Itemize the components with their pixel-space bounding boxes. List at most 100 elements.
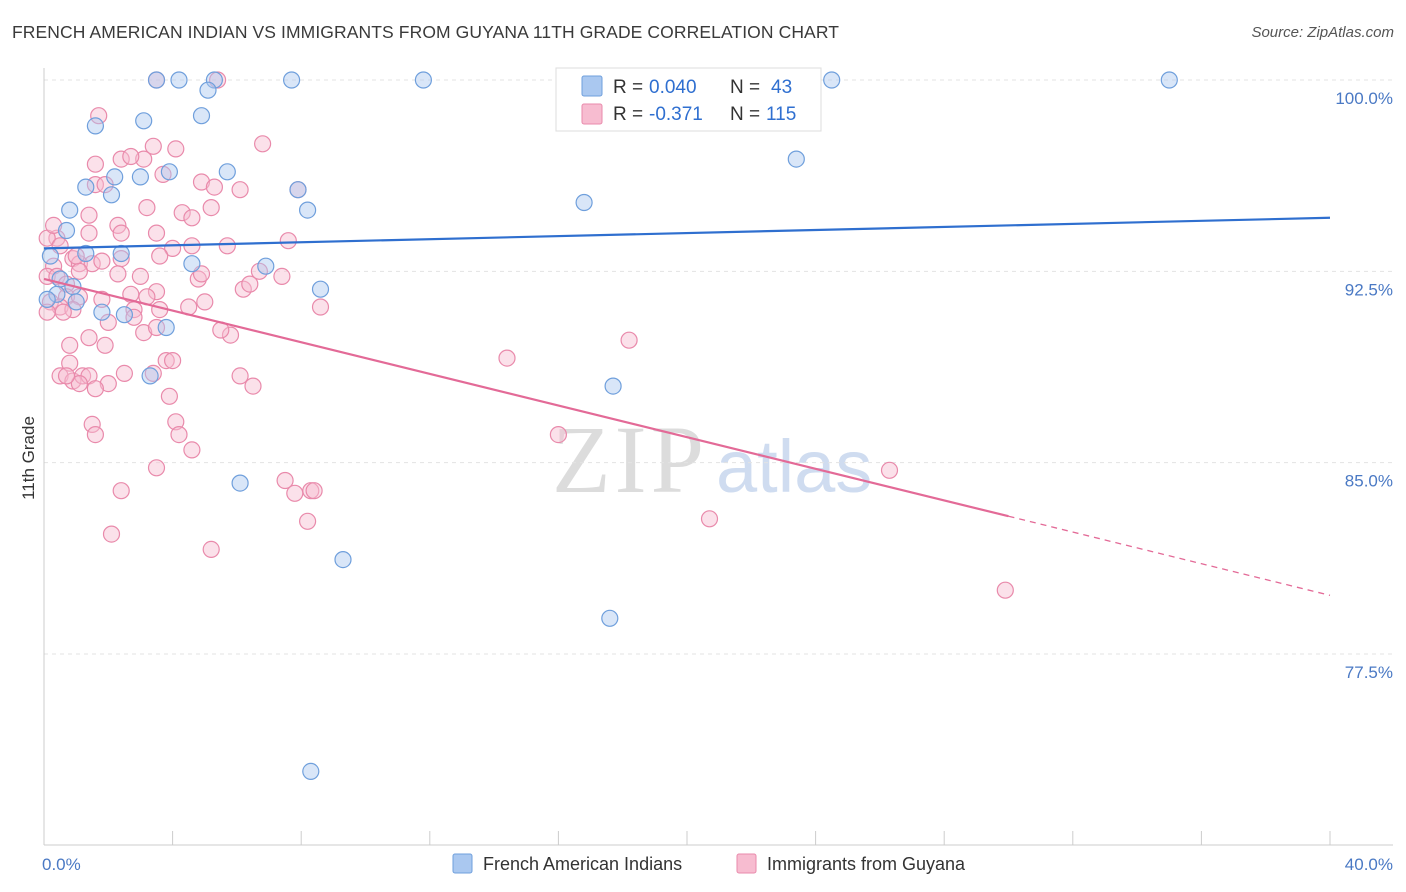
data-point-immigrants-from-guyana bbox=[183, 441, 201, 459]
data-point-immigrants-from-guyana bbox=[218, 237, 236, 255]
data-point-immigrants-from-guyana bbox=[131, 267, 149, 285]
data-point-immigrants-from-guyana bbox=[196, 293, 214, 311]
data-point-immigrants-from-guyana bbox=[221, 326, 240, 344]
data-point-immigrants-from-guyana bbox=[147, 318, 166, 337]
data-point-french-american-indians bbox=[141, 367, 159, 385]
trendline-pink-extension bbox=[1008, 515, 1331, 596]
series-french-american-indians bbox=[38, 71, 1178, 781]
gridlines bbox=[44, 79, 1393, 655]
data-point-immigrants-from-guyana bbox=[86, 380, 105, 398]
data-point-immigrants-from-guyana bbox=[102, 525, 121, 543]
data-point-french-american-indians bbox=[283, 71, 301, 89]
data-point-immigrants-from-guyana bbox=[70, 375, 89, 393]
data-point-immigrants-from-guyana bbox=[96, 336, 114, 354]
bottom-legend-label-pink: Immigrants from Guyana bbox=[767, 854, 966, 874]
data-point-french-american-indians bbox=[334, 550, 352, 569]
legend-n-value-pink: 115 bbox=[766, 104, 796, 125]
data-point-immigrants-from-guyana bbox=[122, 147, 140, 166]
data-point-immigrants-from-guyana bbox=[147, 224, 166, 242]
y-tick-labels: 77.5% 85.0% 92.5% 100.0% bbox=[1335, 89, 1393, 682]
y-tick-label: 100.0% bbox=[1335, 89, 1393, 108]
data-point-french-american-indians bbox=[86, 117, 105, 135]
data-point-french-american-indians bbox=[787, 150, 805, 168]
data-point-immigrants-from-guyana bbox=[83, 255, 101, 273]
trendline-pink bbox=[43, 277, 1009, 518]
data-point-french-american-indians bbox=[1160, 71, 1178, 89]
data-point-immigrants-from-guyana bbox=[112, 150, 130, 168]
data-point-french-american-indians bbox=[414, 71, 432, 89]
data-point-french-american-indians bbox=[77, 178, 95, 196]
data-point-french-american-indians bbox=[48, 285, 66, 303]
data-point-immigrants-from-guyana bbox=[112, 224, 130, 242]
data-point-immigrants-from-guyana bbox=[164, 352, 182, 370]
watermark: ZIP atlas bbox=[552, 406, 872, 513]
data-point-immigrants-from-guyana bbox=[192, 173, 211, 191]
y-tick-label: 85.0% bbox=[1345, 472, 1393, 491]
data-point-immigrants-from-guyana bbox=[157, 352, 175, 370]
data-point-french-american-indians bbox=[299, 201, 317, 219]
data-point-immigrants-from-guyana bbox=[700, 510, 719, 528]
legend-r-label-pink: R = bbox=[613, 104, 643, 125]
data-point-immigrants-from-guyana bbox=[620, 331, 638, 349]
data-point-french-american-indians bbox=[77, 244, 95, 263]
data-point-french-american-indians bbox=[57, 221, 76, 240]
bottom-legend-swatch-blue bbox=[452, 853, 473, 874]
data-point-french-american-indians bbox=[131, 168, 149, 186]
data-point-french-american-indians bbox=[170, 71, 188, 89]
data-point-immigrants-from-guyana bbox=[151, 247, 169, 265]
legend-n-label-blue: N = bbox=[730, 77, 760, 98]
data-point-immigrants-from-guyana bbox=[189, 270, 207, 288]
data-point-immigrants-from-guyana bbox=[305, 482, 323, 500]
data-point-immigrants-from-guyana bbox=[202, 540, 220, 559]
data-point-french-american-indians bbox=[302, 762, 320, 781]
data-point-immigrants-from-guyana bbox=[147, 459, 166, 477]
data-point-immigrants-from-guyana bbox=[167, 413, 185, 431]
data-point-french-american-indians bbox=[192, 107, 211, 125]
data-point-immigrants-from-guyana bbox=[115, 364, 134, 382]
data-point-french-american-indians bbox=[160, 163, 178, 181]
bottom-legend-swatch-pink bbox=[736, 853, 757, 874]
data-point-immigrants-from-guyana bbox=[80, 329, 98, 347]
data-point-immigrants-from-guyana bbox=[99, 375, 117, 393]
data-point-french-american-indians bbox=[157, 318, 175, 337]
data-point-french-american-indians bbox=[38, 290, 56, 308]
legend-swatch-blue bbox=[581, 75, 603, 97]
x-axis-ticks bbox=[43, 831, 1331, 845]
data-point-immigrants-from-guyana bbox=[61, 336, 79, 354]
data-point-french-american-indians bbox=[601, 609, 619, 627]
data-point-immigrants-from-guyana bbox=[44, 216, 63, 234]
data-point-french-american-indians bbox=[102, 186, 121, 204]
data-point-french-american-indians bbox=[823, 71, 841, 89]
data-point-immigrants-from-guyana bbox=[138, 199, 156, 217]
data-point-french-american-indians bbox=[183, 255, 201, 273]
data-point-french-american-indians bbox=[218, 163, 236, 181]
data-point-immigrants-from-guyana bbox=[996, 581, 1014, 599]
x-tick-label-end: 40.0% bbox=[1345, 855, 1393, 874]
chart-title: FRENCH AMERICAN INDIAN VS IMMIGRANTS FRO… bbox=[12, 22, 840, 42]
data-point-immigrants-from-guyana bbox=[160, 387, 178, 405]
data-point-immigrants-from-guyana bbox=[51, 298, 69, 316]
data-point-immigrants-from-guyana bbox=[86, 155, 105, 173]
data-point-french-american-indians bbox=[289, 181, 307, 199]
bottom-legend-label-blue: French American Indians bbox=[483, 854, 682, 874]
data-point-immigrants-from-guyana bbox=[498, 349, 516, 367]
y-axis-label: 11th Grade bbox=[19, 416, 38, 500]
data-point-immigrants-from-guyana bbox=[70, 262, 89, 280]
data-point-immigrants-from-guyana bbox=[135, 324, 153, 342]
data-point-french-american-indians bbox=[112, 244, 130, 263]
data-point-immigrants-from-guyana bbox=[276, 471, 294, 490]
data-point-immigrants-from-guyana bbox=[549, 426, 568, 444]
data-point-immigrants-from-guyana bbox=[183, 209, 201, 227]
data-point-french-american-indians bbox=[199, 81, 217, 99]
data-point-french-american-indians bbox=[93, 303, 111, 321]
data-point-immigrants-from-guyana bbox=[244, 377, 262, 395]
data-point-immigrants-from-guyana bbox=[80, 206, 98, 224]
data-point-immigrants-from-guyana bbox=[109, 265, 127, 283]
series-legend: French American Indians Immigrants from … bbox=[452, 853, 966, 874]
data-point-immigrants-from-guyana bbox=[51, 367, 69, 385]
data-point-immigrants-from-guyana bbox=[311, 298, 330, 316]
data-point-immigrants-from-guyana bbox=[57, 367, 76, 385]
data-point-french-american-indians bbox=[67, 293, 85, 311]
correlation-legend: R = 0.040 N = 43 R = -0.371 N = 115 bbox=[555, 67, 822, 132]
series-immigrants-from-guyana bbox=[38, 71, 1014, 599]
